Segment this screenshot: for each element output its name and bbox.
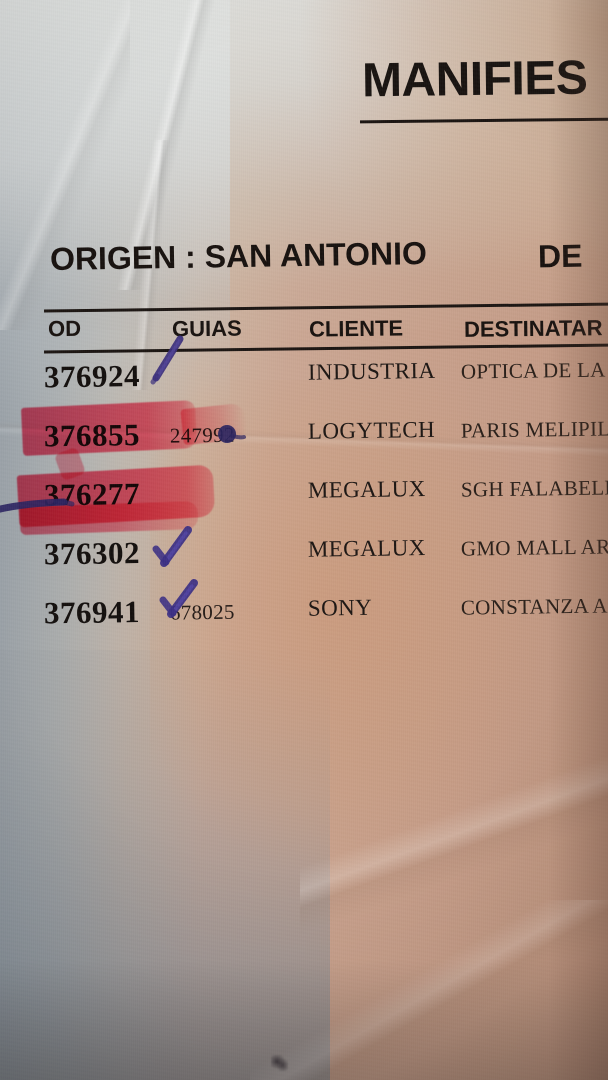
paper-center-warm-glow xyxy=(150,380,550,940)
paper-bottom-cool-shade xyxy=(0,650,330,1080)
paper-smudge-mark xyxy=(271,1055,288,1071)
paper-topright-warm xyxy=(278,0,608,300)
photo-right-falloff xyxy=(548,0,608,1080)
photo-bottom-falloff xyxy=(0,960,608,1080)
